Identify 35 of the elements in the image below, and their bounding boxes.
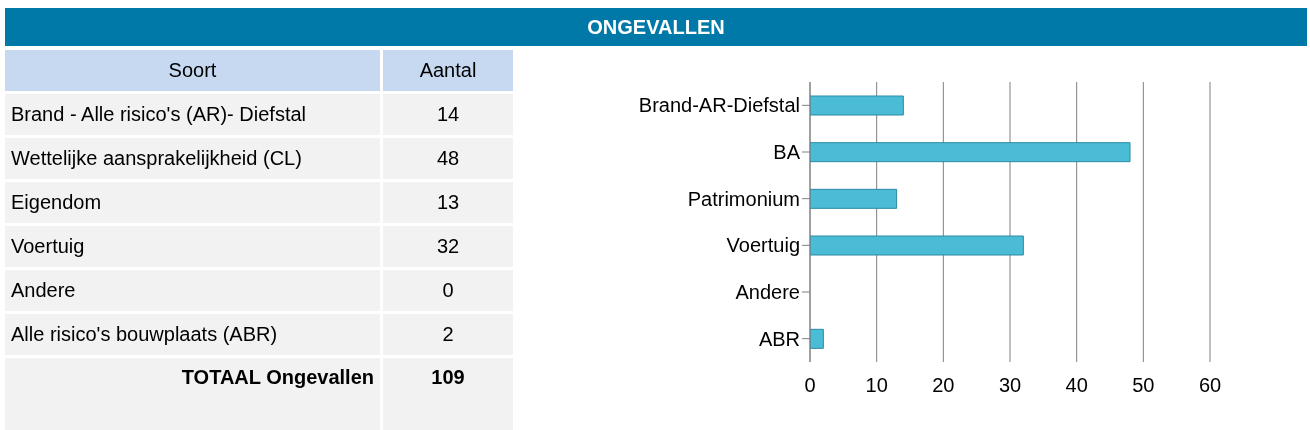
category-label: Alle risico's bouwplaats (ABR) [5, 314, 380, 355]
category-label: Eigendom [5, 182, 380, 223]
y-tick-label: Andere [735, 281, 800, 304]
x-tick-label: 60 [1198, 374, 1222, 397]
category-label: Wettelijke aansprakelijkheid (CL) [5, 138, 380, 179]
data-label: 2 [383, 314, 513, 355]
text: Soort [5, 50, 380, 91]
text: Aantal [383, 50, 513, 91]
text: TOTAAL Ongevallen [5, 358, 380, 430]
bar [810, 235, 1024, 256]
data-label: 14 [383, 94, 513, 135]
category-label: Brand - Alle risico's (AR)- Diefstal [5, 94, 380, 135]
text: 109 [383, 358, 513, 430]
x-tick-label: 10 [865, 374, 888, 397]
data-label: 0 [383, 270, 513, 311]
x-tick-label: 50 [1132, 374, 1155, 397]
x-tick-label: 0 [804, 374, 816, 397]
x-tick-label: 40 [1065, 374, 1088, 397]
text: ONGEVALLEN [5, 8, 1307, 46]
bar [810, 328, 824, 349]
category-label: Andere [5, 270, 380, 311]
y-tick-label: BA [773, 141, 801, 164]
y-tick-label: ABR [758, 327, 800, 350]
y-tick-label: Voertuig [726, 234, 800, 257]
bar [810, 188, 898, 209]
category-label: Voertuig [5, 226, 380, 267]
bar [810, 95, 904, 116]
bar [810, 142, 1131, 163]
data-label: 32 [383, 226, 513, 267]
y-tick-label: Brand-AR-Diefstal [638, 94, 800, 117]
data-label: 13 [383, 182, 513, 223]
y-tick-label: Patrimonium [687, 187, 800, 210]
x-tick-label: 20 [932, 374, 955, 397]
x-tick-label: 30 [998, 374, 1022, 397]
data-label: 48 [383, 138, 513, 179]
